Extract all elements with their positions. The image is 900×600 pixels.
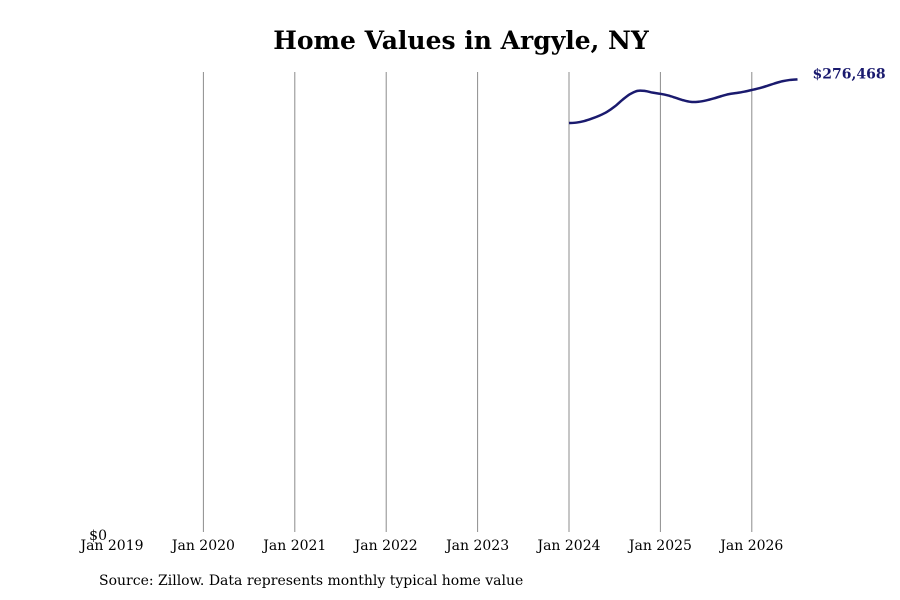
chart-title: Home Values in Argyle, NY bbox=[273, 26, 649, 55]
y-tick-label: $0 bbox=[89, 528, 107, 544]
x-tick-label: Jan 2021 bbox=[261, 538, 326, 554]
end-value-label: $276,468 bbox=[813, 66, 886, 82]
y-axis-ticks: $0 bbox=[89, 528, 107, 544]
x-tick-label: Jan 2019 bbox=[78, 538, 143, 554]
x-tick-label: Jan 2025 bbox=[627, 538, 692, 554]
home-value-line bbox=[568, 78, 798, 125]
x-tick-label: Jan 2024 bbox=[535, 538, 600, 554]
series-layer bbox=[568, 78, 798, 125]
x-tick-label: Jan 2023 bbox=[444, 538, 509, 554]
x-tick-label: Jan 2026 bbox=[718, 538, 783, 554]
source-note: Source: Zillow. Data represents monthly … bbox=[99, 573, 524, 589]
x-tick-label: Jan 2020 bbox=[170, 538, 235, 554]
x-tick-label: Jan 2022 bbox=[353, 538, 418, 554]
x-axis-ticks: Jan 2019 Jan 2020 Jan 2021 Jan 2022 Jan 2023… bbox=[78, 538, 783, 554]
gridlines bbox=[202, 72, 753, 532]
